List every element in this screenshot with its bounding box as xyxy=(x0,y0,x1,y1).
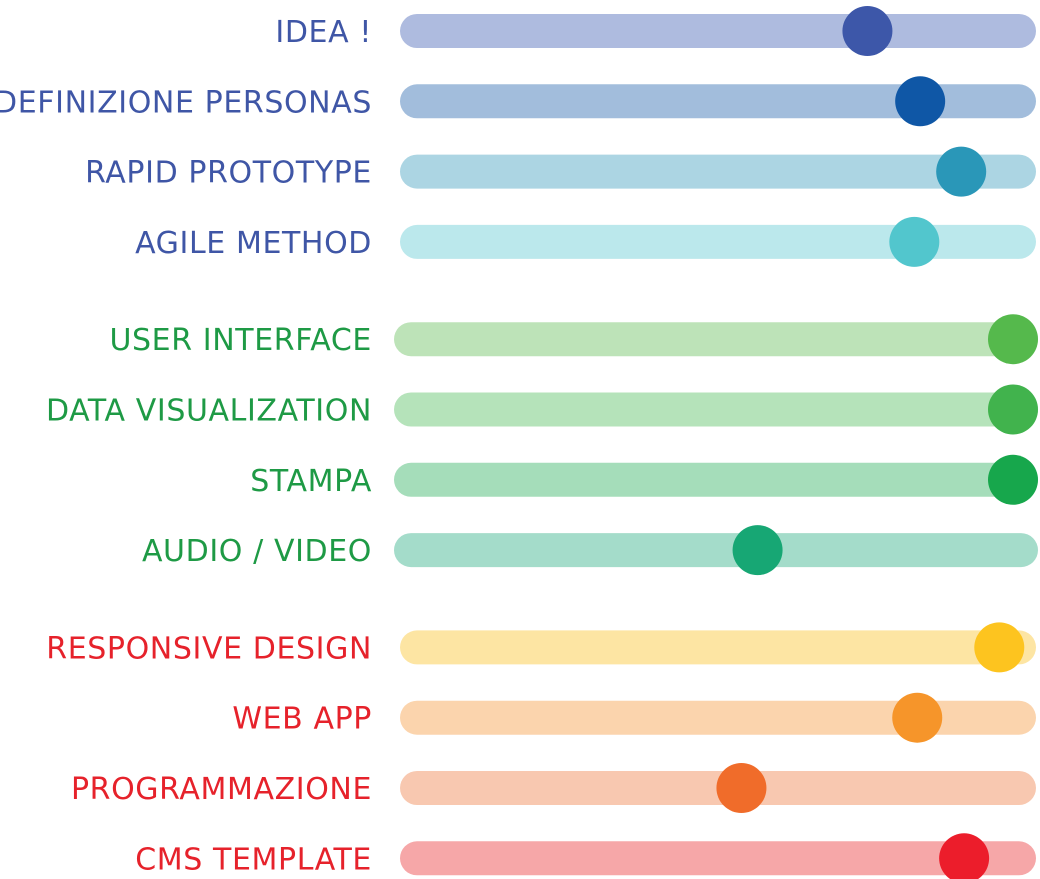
slider-knob xyxy=(889,216,940,267)
skill-label: AGILE METHOD xyxy=(135,226,372,261)
skill-label: CMS TEMPLATE xyxy=(135,842,372,877)
slider-track xyxy=(400,700,1036,735)
skill-label: IDEA ! xyxy=(275,15,372,50)
slider-group-1: IDEA ! DEFINIZIONE PERSONAS RAPID PROTOTYP… xyxy=(0,6,1036,267)
skill-label: PROGRAMMAZIONE xyxy=(71,772,372,807)
skill-label: RAPID PROTOTYPE xyxy=(85,156,372,191)
skill-label: STAMPA xyxy=(250,464,372,499)
slider-row: PROGRAMMAZIONE xyxy=(71,763,1036,813)
slider-track xyxy=(400,841,1036,876)
slider-knob xyxy=(988,454,1038,505)
slider-row: STAMPA xyxy=(250,454,1038,505)
slider-row: AUDIO / VIDEO xyxy=(142,525,1038,576)
slider-knob xyxy=(895,76,946,127)
slider-track xyxy=(394,392,1038,427)
slider-group-3: RESPONSIVE DESIGN WEB APP PROGRAMMAZIONE CM… xyxy=(46,622,1036,879)
slider-row: RAPID PROTOTYPE xyxy=(85,146,1036,197)
slider-row: RESPONSIVE DESIGN xyxy=(46,622,1036,673)
slider-track xyxy=(394,533,1038,568)
slider-knob xyxy=(988,314,1038,365)
slider-track xyxy=(394,462,1038,497)
skill-label: RESPONSIVE DESIGN xyxy=(46,631,372,666)
slider-row: CMS TEMPLATE xyxy=(135,833,1036,879)
slider-track xyxy=(400,224,1036,259)
slider-knob xyxy=(716,763,767,813)
slider-row: DEFINIZIONE PERSONAS xyxy=(0,76,1036,127)
slider-group-2: USER INTERFACE DATA VISUALIZATION STAMPA AU… xyxy=(46,314,1038,576)
slider-row: IDEA ! xyxy=(275,6,1036,56)
slider-row: USER INTERFACE xyxy=(109,314,1038,365)
slider-row: AGILE METHOD xyxy=(135,216,1036,267)
slider-knob xyxy=(732,525,783,576)
skill-label: DEFINIZIONE PERSONAS xyxy=(0,85,372,120)
slider-track xyxy=(400,630,1036,665)
slider-track xyxy=(394,322,1038,357)
slider-knob xyxy=(974,622,1025,673)
slider-row: WEB APP xyxy=(232,692,1036,743)
skill-label: DATA VISUALIZATION xyxy=(46,394,372,429)
slider-knob xyxy=(892,692,943,743)
slider-knob xyxy=(988,384,1038,435)
slider-row: DATA VISUALIZATION xyxy=(46,384,1038,435)
slider-knob xyxy=(842,6,893,56)
slider-track xyxy=(400,84,1036,119)
skill-label: WEB APP xyxy=(232,702,372,737)
slider-knob xyxy=(939,833,990,879)
slider-track xyxy=(400,154,1036,189)
slider-knob xyxy=(936,146,987,197)
skill-label: USER INTERFACE xyxy=(109,323,372,358)
slider-track xyxy=(400,14,1036,48)
skill-label: AUDIO / VIDEO xyxy=(142,534,372,569)
